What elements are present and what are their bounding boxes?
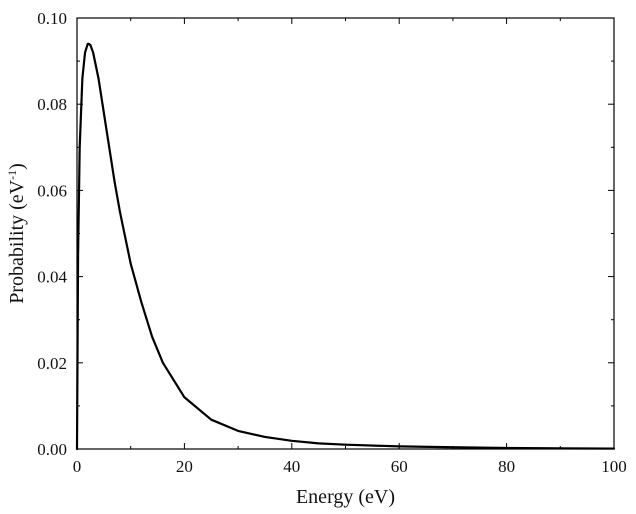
y-axis-title-suffix: ) (6, 163, 28, 170)
series-line (75, 42, 616, 451)
y-tick-label: 0.02 (37, 354, 67, 373)
x-axis-title: Energy (eV) (296, 486, 395, 508)
y-tick-label: 0.06 (37, 181, 67, 200)
y-axis-title-superscript: -1 (5, 170, 19, 180)
x-tick-label: 40 (283, 457, 300, 476)
y-axis-title: Probability (eV-1) (5, 163, 28, 304)
x-tick-label: 60 (391, 457, 408, 476)
y-axis-title-prefix: Probability (eV (6, 179, 28, 303)
series-layer (75, 42, 616, 451)
y-tick-label: 0.10 (37, 9, 67, 28)
y-tick-label: 0.04 (37, 268, 67, 287)
plot-frame (76, 17, 615, 450)
x-tick-label: 100 (601, 457, 627, 476)
x-axis-title-wrap: Energy (eV) (296, 486, 395, 508)
x-tick-label: 80 (498, 457, 515, 476)
y-tick-label: 0.08 (37, 95, 67, 114)
y-tick-label: 0.00 (37, 440, 67, 459)
x-tick-label: 0 (73, 457, 82, 476)
x-tick-label: 20 (176, 457, 193, 476)
y-axis-title-wrap: Probability (eV-1) (5, 163, 28, 304)
